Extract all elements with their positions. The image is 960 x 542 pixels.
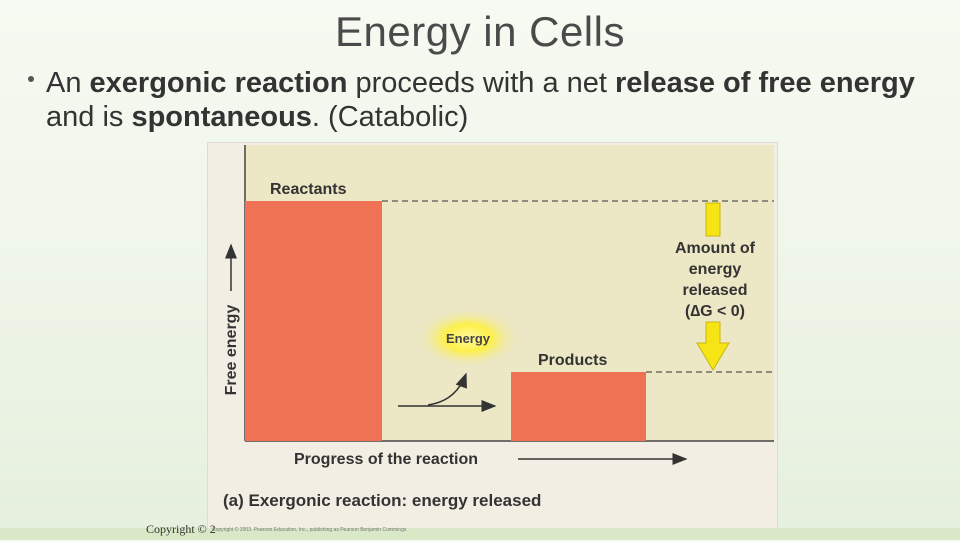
exergonic-figure: Reactants Products Energy Amount of ener…: [207, 142, 778, 538]
products-bar: [511, 372, 646, 441]
bullet-text-part: proceeds with a net: [347, 67, 616, 99]
amount-label-line3: released: [683, 282, 748, 299]
copyright-text: Copyright © 2: [146, 522, 216, 536]
energy-released-arrow-head: [696, 321, 730, 371]
reactants-bar: [245, 201, 382, 441]
bullet-term-spontaneous: spontaneous: [131, 101, 312, 133]
slide-footer-strip: [0, 528, 960, 540]
figure-copyright-text: Copyright © 2003. Pearson Education, Inc…: [212, 527, 407, 533]
figure-caption: (a) Exergonic reaction: energy released: [223, 491, 541, 510]
x-axis-label: Progress of the reaction: [294, 451, 478, 468]
energy-release-arrow: [427, 372, 467, 406]
bullet-text: An exergonic reaction proceeds with a ne…: [46, 66, 928, 134]
slide-title: Energy in Cells: [335, 8, 625, 55]
products-label: Products: [538, 352, 607, 369]
amount-label-line1: Amount of: [675, 240, 756, 257]
amount-label-line2: energy: [689, 261, 742, 278]
bullet-term-release: release of free energy: [615, 67, 915, 99]
reactants-label: Reactants: [270, 181, 347, 198]
delta-g-label: (∆G < 0): [685, 303, 745, 320]
bullet-term-exergonic: exergonic reaction: [89, 67, 348, 99]
bullet-text-part: . (Catabolic): [311, 101, 469, 133]
bullet-marker: [28, 76, 34, 82]
energy-glow: [416, 308, 520, 368]
energy-diagram: Reactants Products Energy Amount of ener…: [223, 145, 774, 510]
bullet-text-part: An: [46, 67, 90, 99]
y-axis-label: Free energy: [223, 305, 240, 396]
energy-label: Energy: [446, 331, 491, 346]
bullet-point: An exergonic reaction proceeds with a ne…: [28, 66, 928, 134]
bullet-text-part: and is: [46, 101, 132, 133]
energy-released-arrow-top: [705, 202, 721, 237]
